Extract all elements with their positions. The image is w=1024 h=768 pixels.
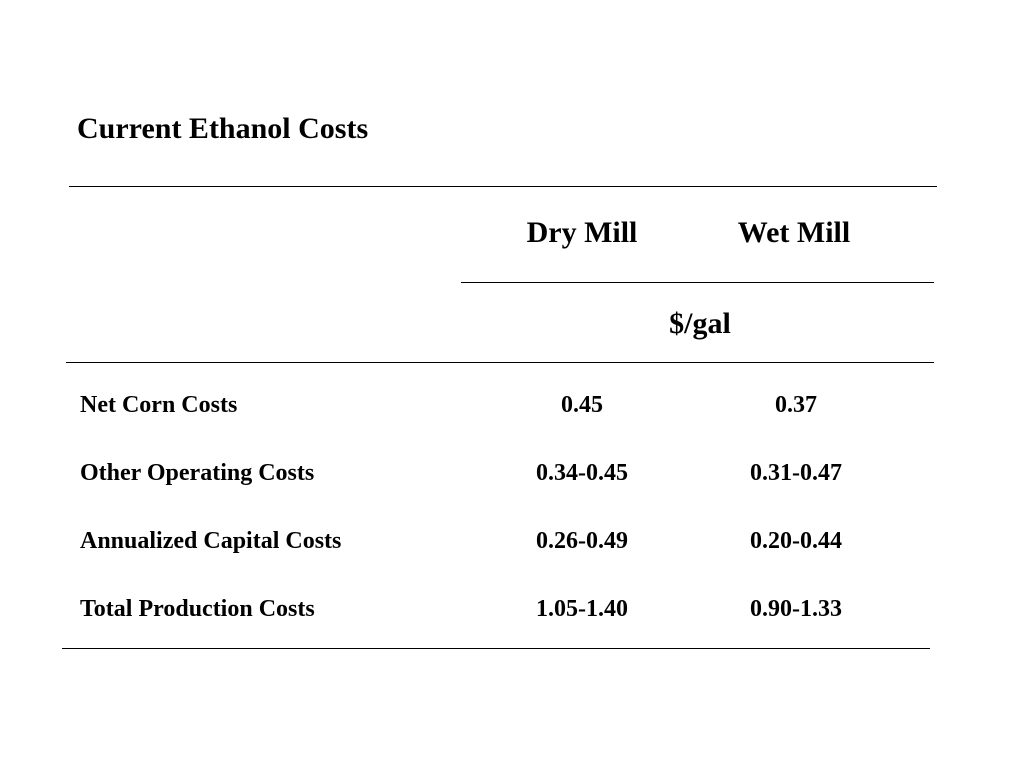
page-title: Current Ethanol Costs [77, 112, 369, 145]
dry-mill-value: 0.34-0.45 [536, 460, 628, 486]
dry-mill-value: 1.05-1.40 [536, 596, 628, 622]
table-bottom-rule [62, 648, 930, 649]
dry-mill-value: 0.26-0.49 [536, 528, 628, 554]
table-top-rule [69, 186, 937, 187]
table-row: Annualized Capital Costs 0.26-0.49 0.20-… [0, 521, 1024, 561]
row-label: Total Production Costs [80, 596, 315, 622]
unit-label: $/gal [669, 307, 731, 340]
wet-mill-value: 0.37 [775, 392, 817, 418]
unit-rule [66, 362, 934, 363]
row-label: Net Corn Costs [80, 392, 238, 418]
table-row: Total Production Costs 1.05-1.40 0.90-1.… [0, 589, 1024, 629]
row-label: Annualized Capital Costs [80, 528, 342, 554]
row-label: Other Operating Costs [80, 460, 315, 486]
column-header-dry-mill: Dry Mill [526, 216, 638, 249]
column-header-rule [461, 282, 934, 283]
dry-mill-value: 0.45 [561, 392, 603, 418]
table-row: Net Corn Costs 0.45 0.37 [0, 385, 1024, 425]
table-row: Other Operating Costs 0.34-0.45 0.31-0.4… [0, 453, 1024, 493]
wet-mill-value: 0.20-0.44 [750, 528, 842, 554]
column-header-wet-mill: Wet Mill [737, 216, 851, 249]
wet-mill-value: 0.31-0.47 [750, 460, 842, 486]
wet-mill-value: 0.90-1.33 [750, 596, 842, 622]
